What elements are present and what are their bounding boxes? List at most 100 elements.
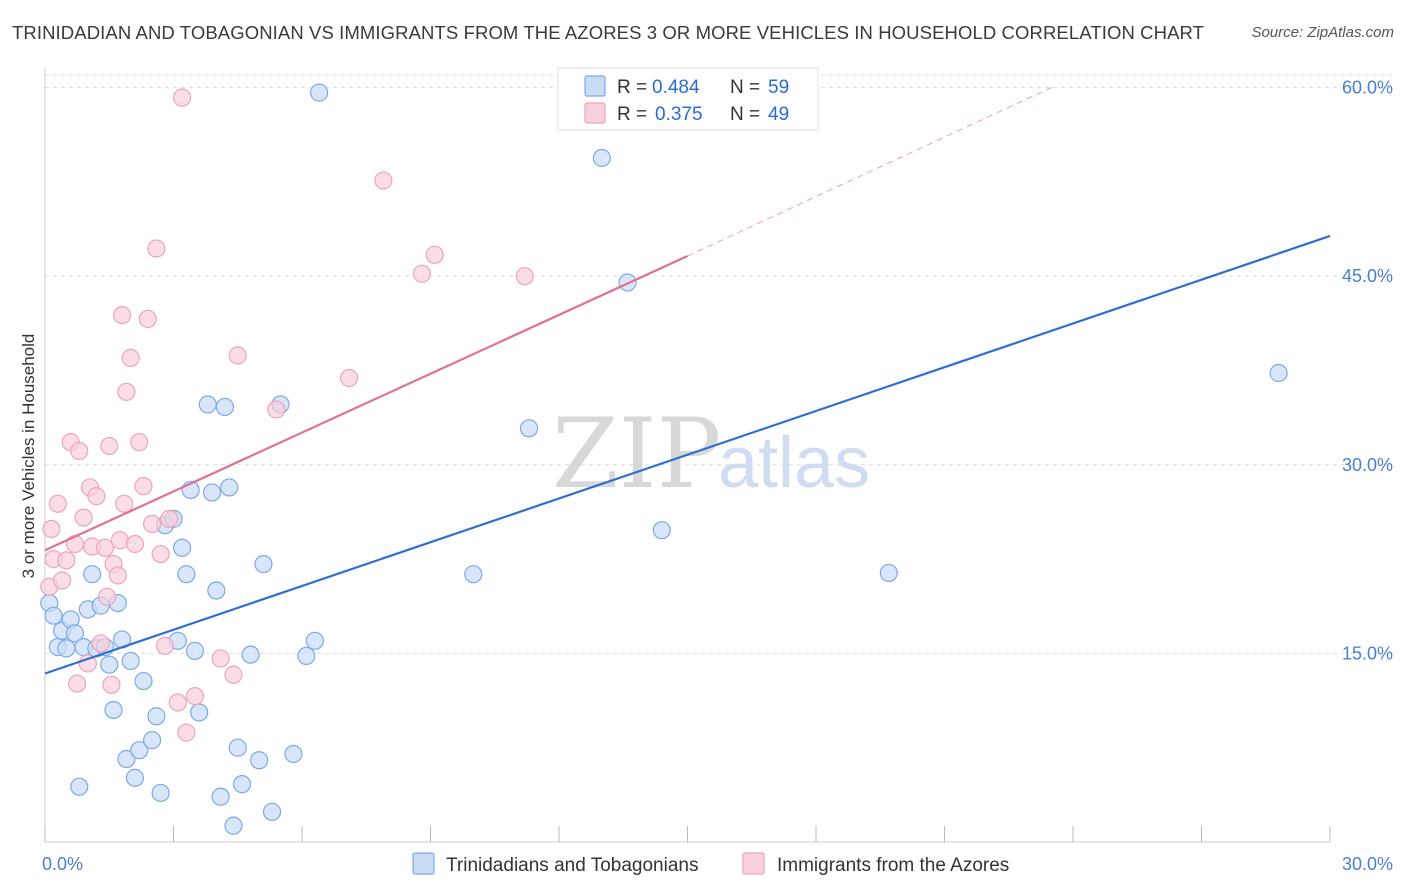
point-trinidadians	[241, 645, 260, 664]
point-azores	[108, 566, 127, 585]
x-tick-label-max: 30.0%	[1342, 854, 1393, 874]
point-azores	[53, 571, 72, 590]
point-azores	[125, 534, 145, 554]
point-azores	[130, 433, 149, 452]
point-azores	[151, 544, 170, 564]
point-azores	[100, 436, 119, 456]
point-azores	[98, 587, 117, 606]
point-trinidadians	[879, 563, 898, 583]
x-tick-label-min: 0.0%	[42, 854, 83, 874]
point-azores	[138, 309, 157, 329]
point-trinidadians	[130, 741, 149, 760]
point-trinidadians	[215, 397, 234, 417]
point-azores	[160, 509, 179, 528]
point-trinidadians	[232, 775, 252, 794]
point-trinidadians	[202, 483, 222, 502]
point-azores	[374, 171, 393, 190]
point-azores	[42, 519, 61, 539]
point-azores	[57, 551, 76, 570]
point-azores	[267, 400, 286, 419]
point-azores	[48, 494, 67, 513]
tick-labels: 15.0% 30.0% 45.0% 60.0% 0.0% 30.0%	[42, 78, 1393, 874]
point-azores	[70, 441, 89, 461]
point-trinidadians	[100, 655, 119, 674]
trend-line-azores	[44, 255, 688, 552]
point-trinidadians	[104, 700, 123, 720]
chart-title: TRINIDADIAN AND TOBAGONIAN VS IMMIGRANTS…	[12, 22, 1205, 43]
point-trinidadians	[70, 777, 89, 796]
legend-n-value-trinidadians: 59	[768, 77, 789, 98]
point-trinidadians	[83, 565, 102, 584]
point-trinidadians	[254, 555, 273, 574]
point-trinidadians	[151, 783, 170, 803]
legend-swatch-trinidadians	[584, 75, 606, 97]
legend-r-label-trinidadians: R =	[617, 77, 647, 98]
point-azores	[74, 508, 93, 527]
point-trinidadians	[57, 639, 76, 658]
point-trinidadians	[228, 738, 247, 757]
point-trinidadians	[134, 671, 153, 691]
point-trinidadians	[177, 565, 196, 584]
data-points	[40, 83, 1288, 835]
point-trinidadians	[592, 148, 611, 168]
y-tick-label: 15.0%	[1342, 643, 1393, 663]
point-trinidadians	[224, 816, 243, 835]
point-azores	[110, 531, 130, 550]
legend-n-label-trinidadians: N =	[730, 77, 760, 98]
point-trinidadians	[147, 707, 166, 726]
point-trinidadians	[44, 606, 63, 625]
point-trinidadians	[220, 478, 239, 497]
trend-line-trinidadians	[44, 234, 1331, 675]
point-trinidadians	[142, 731, 162, 750]
y-tick-label: 60.0%	[1342, 78, 1393, 98]
point-azores	[121, 348, 140, 368]
point-azores	[65, 534, 85, 554]
trend-lines	[44, 87, 1331, 675]
point-azores	[134, 477, 153, 496]
point-azores	[115, 494, 134, 513]
point-trinidadians	[172, 538, 192, 557]
legend-n-value-azores: 49	[768, 104, 789, 125]
point-trinidadians	[250, 751, 269, 770]
point-azores	[168, 693, 187, 712]
point-azores	[87, 487, 106, 506]
point-trinidadians	[198, 395, 217, 414]
point-azores	[112, 306, 132, 325]
bottom-legend-swatch-azores	[742, 852, 765, 875]
point-trinidadians	[262, 802, 282, 821]
grid	[45, 74, 1392, 654]
bottom-legend-label-trinidadians: Trinidadians and Tobagonians	[446, 855, 698, 876]
point-azores	[142, 514, 162, 533]
point-azores	[228, 346, 247, 365]
point-azores	[340, 368, 359, 388]
point-azores	[78, 654, 97, 673]
point-azores	[91, 634, 110, 653]
bottom-legend-swatch-trinidadians	[412, 852, 435, 875]
legend-swatch-azores	[584, 102, 606, 124]
point-azores	[147, 239, 166, 258]
point-trinidadians	[185, 641, 205, 660]
point-trinidadians	[125, 768, 145, 787]
point-trinidadians	[310, 83, 329, 102]
legend-r-label-azores: R =	[617, 104, 647, 125]
y-axis-label: 3 or more Vehicles in Household	[19, 334, 38, 579]
point-trinidadians	[207, 581, 226, 600]
y-tick-label: 45.0%	[1342, 266, 1393, 286]
point-azores	[172, 88, 192, 107]
point-trinidadians	[121, 651, 140, 671]
legend-r-value-trinidadians: 0.484	[652, 77, 700, 98]
point-trinidadians	[519, 419, 539, 438]
point-trinidadians	[305, 631, 324, 650]
point-azores	[102, 675, 121, 694]
source-label: Source: ZipAtlas.com	[1251, 24, 1394, 41]
point-trinidadians	[190, 703, 209, 722]
y-tick-label: 30.0%	[1342, 455, 1393, 475]
point-trinidadians	[211, 787, 230, 806]
point-trinidadians	[65, 624, 85, 643]
point-trinidadians	[464, 565, 483, 584]
point-azores	[185, 687, 205, 706]
legend-r-value-azores: 0.375	[655, 104, 703, 125]
legend: R = 0.484 N = 59 R = 0.375 N = 49	[557, 67, 819, 131]
legend-n-label-azores: N =	[730, 104, 760, 125]
point-azores	[95, 538, 115, 557]
